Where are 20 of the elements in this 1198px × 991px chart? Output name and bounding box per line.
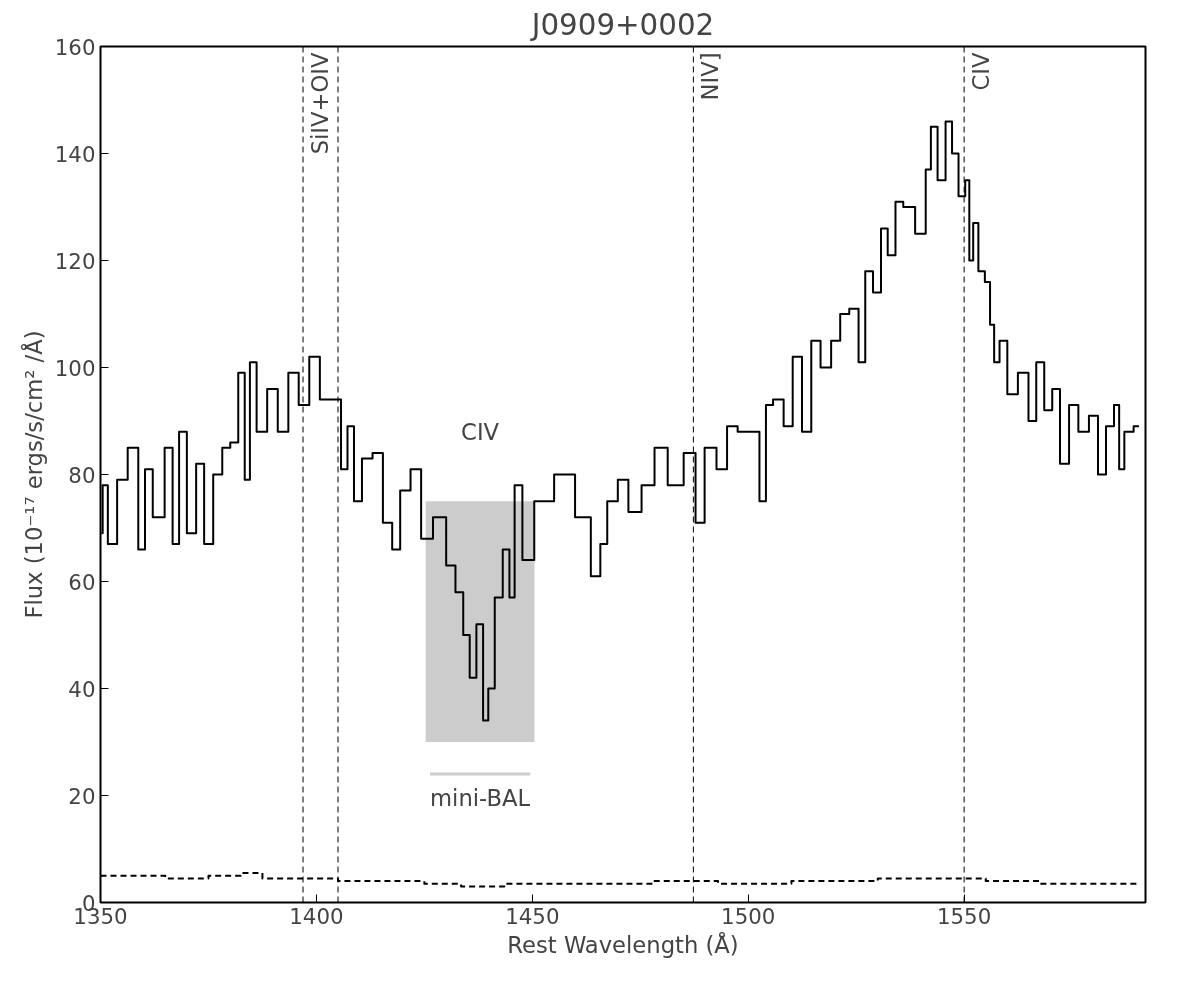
ref-line-label: NIV]	[697, 52, 724, 101]
x-axis-title: Rest Wavelength (Å)	[507, 930, 739, 958]
y-tick-label: 80	[68, 462, 96, 488]
y-tick-label: 60	[68, 569, 96, 595]
x-tick-label: 1550	[937, 903, 992, 929]
y-tick-label: 120	[54, 248, 96, 274]
ref-line-label: SiIV+OIV	[307, 52, 334, 155]
x-tick-label: 1400	[289, 903, 344, 929]
x-tick-label: 1500	[721, 903, 776, 929]
annotation: CIV	[461, 419, 500, 446]
ref-line-label: CIV	[968, 52, 995, 91]
y-tick-label: 20	[68, 783, 96, 809]
y-tick-label: 160	[54, 34, 96, 60]
y-tick-label: 100	[54, 355, 96, 381]
y-axis-title: Flux (10⁻¹⁷ ergs/s/cm² /Å)	[19, 330, 47, 619]
y-tick-label: 140	[54, 141, 96, 167]
legend-label: mini-BAL	[430, 784, 531, 811]
x-tick-label: 1450	[505, 903, 560, 929]
y-tick-label: 40	[68, 676, 96, 702]
chart-title: J0909+0002	[529, 7, 715, 42]
